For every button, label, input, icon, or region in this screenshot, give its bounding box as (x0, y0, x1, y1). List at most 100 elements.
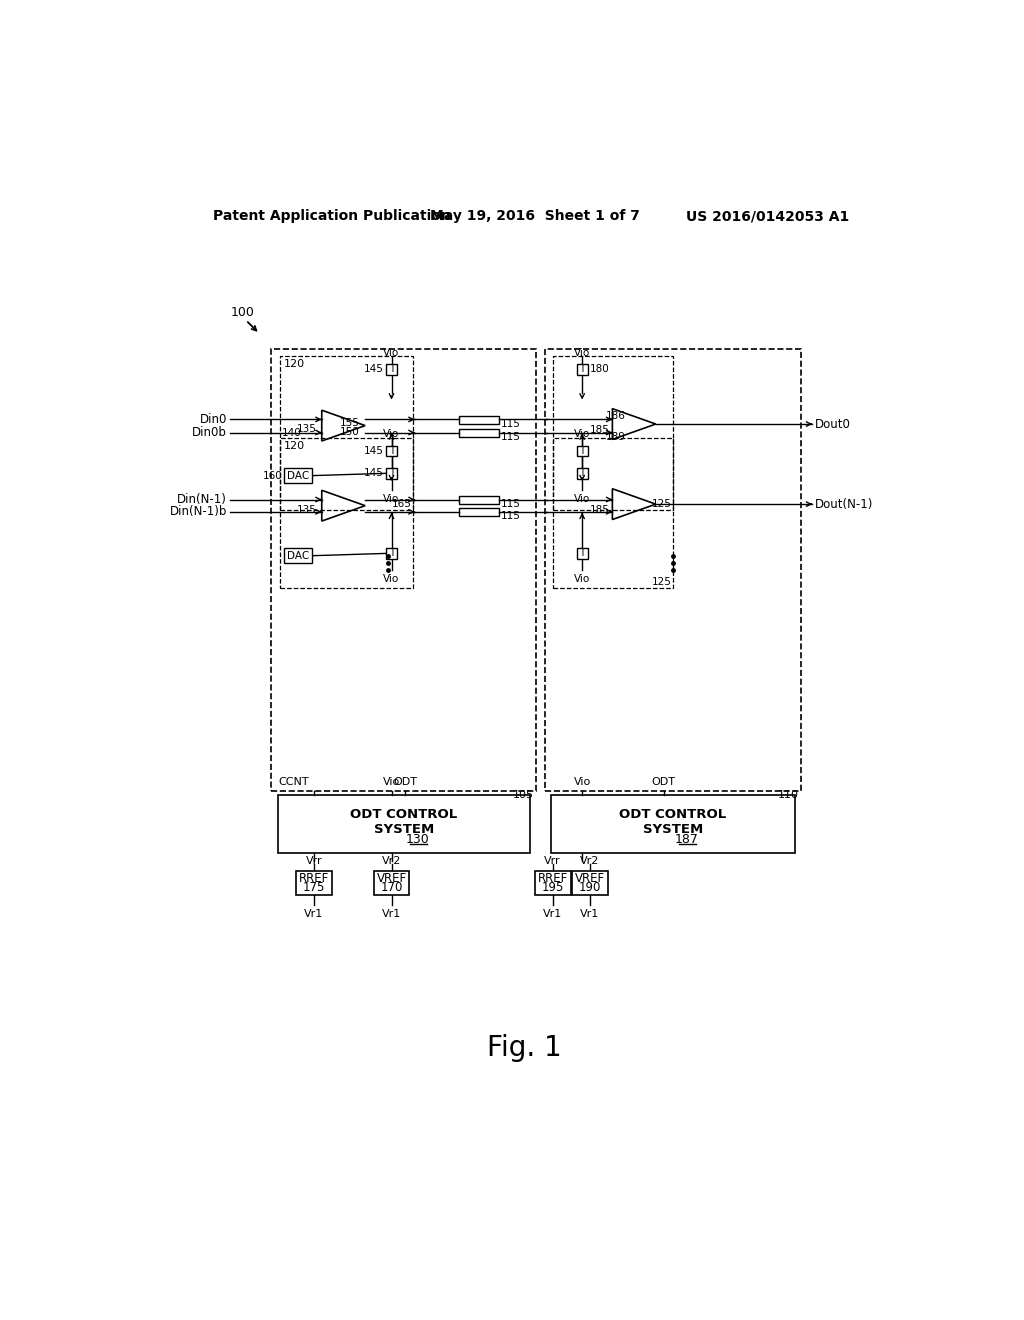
Bar (553, 438, 673, 589)
Text: 145: 145 (364, 446, 384, 455)
Text: T: T (580, 446, 585, 455)
Bar (551, 795, 795, 853)
Bar (577, 548, 588, 558)
Text: Vr2: Vr2 (382, 857, 401, 866)
Text: Fig. 1: Fig. 1 (487, 1034, 562, 1061)
Bar (459, 508, 500, 516)
Text: 189: 189 (605, 432, 626, 442)
Text: SYSTEM: SYSTEM (643, 824, 702, 837)
Text: T: T (388, 548, 394, 558)
Text: DAC: DAC (287, 550, 309, 561)
Text: 150: 150 (340, 426, 359, 437)
Bar (386, 469, 397, 479)
Text: Din0b: Din0b (193, 426, 227, 440)
Bar (386, 364, 397, 375)
Text: VREF: VREF (377, 871, 407, 884)
Bar (577, 469, 588, 479)
Text: 160: 160 (262, 471, 283, 480)
Text: 115: 115 (501, 432, 520, 442)
Text: T: T (388, 446, 394, 455)
Text: Vio: Vio (383, 348, 399, 358)
Text: Vr1: Vr1 (543, 909, 562, 919)
Text: ODT CONTROL: ODT CONTROL (350, 808, 458, 821)
Bar (284, 548, 311, 564)
Text: DAC: DAC (287, 471, 309, 480)
Text: Vio: Vio (383, 574, 399, 585)
Bar (386, 446, 397, 457)
Text: Vr2: Vr2 (581, 857, 600, 866)
Bar (459, 429, 500, 437)
Text: 155: 155 (340, 417, 359, 428)
Text: Din(N-1)b: Din(N-1)b (170, 506, 227, 519)
Bar (278, 795, 530, 853)
Text: ODT: ODT (393, 777, 418, 788)
Bar (374, 871, 410, 895)
Text: Vio: Vio (383, 494, 399, 504)
Text: 135: 135 (297, 504, 316, 515)
Bar (271, 348, 537, 792)
Bar (280, 356, 414, 511)
Text: 125: 125 (651, 577, 672, 586)
Text: Dout(N-1): Dout(N-1) (815, 498, 873, 511)
Bar (459, 416, 500, 424)
Text: T: T (580, 548, 585, 558)
Text: 145: 145 (364, 364, 384, 375)
Text: ODT CONTROL: ODT CONTROL (620, 808, 726, 821)
Text: 125: 125 (651, 499, 672, 508)
Text: May 19, 2016  Sheet 1 of 7: May 19, 2016 Sheet 1 of 7 (430, 209, 640, 223)
Bar (386, 548, 397, 558)
Text: 115: 115 (501, 499, 520, 510)
Text: 140: 140 (283, 428, 302, 438)
Text: SYSTEM: SYSTEM (374, 824, 434, 837)
Text: Vr1: Vr1 (382, 909, 401, 919)
Text: 180: 180 (590, 364, 609, 375)
Bar (284, 469, 311, 483)
Text: Vio: Vio (383, 429, 399, 440)
Text: T: T (388, 469, 394, 478)
Text: 100: 100 (231, 306, 255, 319)
Bar (280, 438, 414, 589)
Text: Vr1: Vr1 (581, 909, 599, 919)
Text: T: T (580, 469, 585, 478)
Bar (577, 446, 588, 457)
Text: Vio: Vio (573, 777, 591, 788)
Bar (535, 871, 570, 895)
Bar (553, 356, 673, 511)
Text: 186: 186 (605, 411, 626, 421)
Text: RREF: RREF (538, 871, 568, 884)
Text: 165: 165 (392, 499, 412, 508)
Text: 190: 190 (579, 880, 601, 894)
Text: 135: 135 (297, 425, 316, 434)
Bar (572, 871, 607, 895)
Text: 170: 170 (380, 880, 402, 894)
Text: 175: 175 (303, 880, 326, 894)
Text: 185: 185 (590, 506, 609, 515)
Text: Vio: Vio (574, 429, 590, 440)
Text: Vrr: Vrr (545, 857, 561, 866)
Text: ODT: ODT (651, 777, 676, 788)
Text: 145: 145 (364, 469, 384, 478)
Text: 120: 120 (284, 441, 305, 451)
Text: US 2016/0142053 A1: US 2016/0142053 A1 (686, 209, 849, 223)
Text: T: T (388, 364, 394, 375)
Text: VREF: VREF (574, 871, 605, 884)
Text: Vio: Vio (574, 348, 590, 358)
Text: Din0: Din0 (200, 413, 227, 426)
Text: 105: 105 (513, 789, 535, 800)
Text: Din(N-1): Din(N-1) (177, 492, 227, 506)
Bar (545, 348, 801, 792)
Text: Vrr: Vrr (306, 857, 323, 866)
Text: 110: 110 (777, 789, 799, 800)
Bar (459, 496, 500, 504)
Text: Vio: Vio (574, 494, 590, 504)
Text: 120: 120 (284, 359, 305, 370)
Text: Patent Application Publication: Patent Application Publication (213, 209, 451, 223)
Text: RREF: RREF (299, 871, 329, 884)
Text: 185: 185 (590, 425, 609, 436)
Text: 115: 115 (501, 511, 520, 521)
Text: Vio: Vio (574, 574, 590, 585)
Text: 187: 187 (675, 833, 698, 846)
Text: 195: 195 (542, 880, 564, 894)
Text: CCNT: CCNT (279, 777, 309, 788)
Bar (296, 871, 332, 895)
